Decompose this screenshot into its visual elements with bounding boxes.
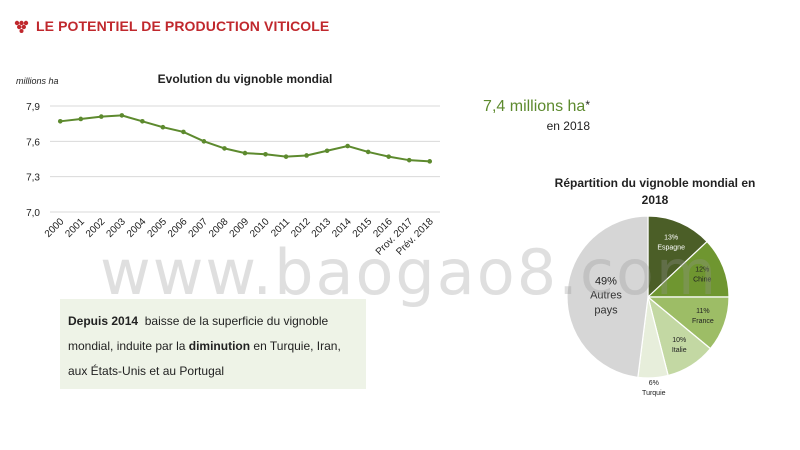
x-tick-label: 2001 — [63, 216, 87, 240]
data-point — [57, 119, 63, 124]
line-chart-title: Evolution du vignoble mondial — [157, 72, 333, 86]
pie-slice — [637, 296, 669, 379]
pie-slice-label: Turquie — [642, 390, 666, 397]
page-title: LE POTENTIEL DE PRODUCTION VITICOLE — [36, 18, 330, 34]
data-point — [140, 119, 145, 124]
data-point — [160, 124, 166, 130]
y-tick-label: 7,3 — [26, 173, 40, 184]
y-tick-label: 7,6 — [26, 137, 40, 148]
highlight-value: 7,4 millions ha — [483, 98, 586, 115]
data-point — [201, 139, 207, 144]
data-point — [427, 159, 433, 164]
data-point — [263, 151, 268, 157]
highlight-figure: 7,4 millions ha* en 2018 — [440, 98, 590, 133]
data-point — [324, 148, 330, 154]
highlight-mark: * — [585, 98, 590, 112]
pie-slice-label: France — [692, 318, 714, 325]
highlight-year: en 2018 — [546, 119, 590, 133]
data-point — [365, 149, 371, 155]
y-axis-unit-label: millions ha — [16, 76, 59, 86]
note-emphasis: diminution — [188, 339, 251, 353]
header: LE POTENTIEL DE PRODUCTION VITICOLE — [14, 18, 329, 34]
pie-pct-label: 10% — [672, 337, 686, 344]
x-tick-label: 2000 — [43, 216, 67, 240]
data-point — [99, 114, 104, 119]
data-point — [386, 154, 391, 159]
note-text-2: en Turquie, Iran, aux États-Unis et au P… — [68, 339, 341, 378]
pie-chart-title: Répartition du vignoble mondial en 2018 — [554, 176, 756, 207]
data-point — [78, 116, 84, 122]
note-text-1: baisse de la superficie du vignoble mond… — [68, 314, 329, 353]
grapes-icon — [14, 20, 29, 33]
watermark: www.baogao8.com — [100, 236, 719, 309]
data-point — [242, 150, 248, 156]
data-point — [406, 157, 412, 163]
pie-pct-label: 6% — [649, 380, 659, 387]
data-point — [345, 143, 350, 149]
pie-slice-label: Italie — [672, 347, 687, 354]
y-tick-label: 7,9 — [26, 102, 40, 113]
data-point — [222, 146, 227, 151]
data-point — [283, 154, 289, 159]
data-point — [181, 129, 186, 135]
note-box: Depuis 2014 baisse de la superficie du v… — [60, 299, 366, 389]
data-point — [119, 113, 125, 118]
note-period: Depuis 2014 — [68, 314, 139, 328]
line-chart: 7,07,37,67,92000200120022003200420052006… — [26, 102, 440, 258]
data-point — [304, 153, 309, 158]
y-tick-label: 7,0 — [26, 208, 40, 219]
